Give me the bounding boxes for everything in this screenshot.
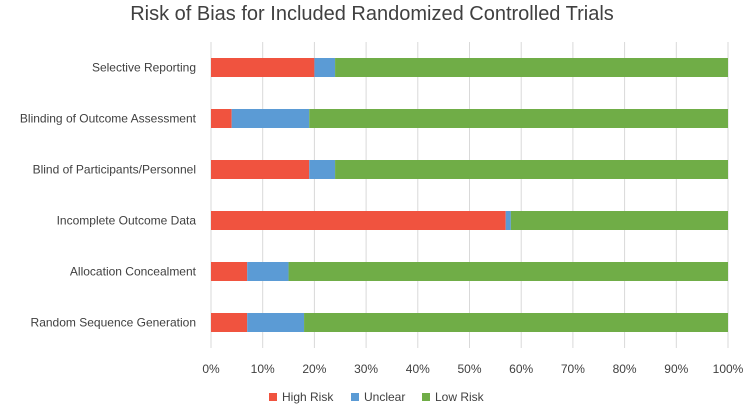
x-tick-label: 40% <box>406 362 430 376</box>
category-label: Selective Reporting <box>92 61 196 75</box>
category-label: Blinding of Outcome Assessment <box>20 112 197 126</box>
x-tick-label: 100% <box>713 362 744 376</box>
x-tick-label: 20% <box>302 362 326 376</box>
category-label: Random Sequence Generation <box>31 316 196 330</box>
bar-unclear <box>247 313 305 332</box>
bar-unclear <box>505 211 511 230</box>
bar-unclear <box>231 109 310 128</box>
bar-low-risk <box>288 262 728 281</box>
legend-label: Low Risk <box>435 390 485 404</box>
bar-unclear <box>314 58 336 77</box>
bar-low-risk <box>335 160 728 179</box>
x-tick-label: 60% <box>509 362 533 376</box>
bars <box>211 58 728 332</box>
x-tick-label: 80% <box>613 362 637 376</box>
bar-high-risk <box>211 313 248 332</box>
bar-high-risk <box>211 160 310 179</box>
category-label: Incomplete Outcome Data <box>57 214 197 228</box>
bar-unclear <box>247 262 289 281</box>
x-tick-label: 70% <box>561 362 585 376</box>
legend: High Risk Unclear Low Risk <box>269 390 485 404</box>
bar-high-risk <box>211 262 248 281</box>
bar-low-risk <box>335 58 728 77</box>
bar-high-risk <box>211 58 315 77</box>
bar-unclear <box>309 160 336 179</box>
category-labels: Selective Reporting Blinding of Outcome A… <box>20 61 197 330</box>
legend-label: High Risk <box>282 390 334 404</box>
bar-high-risk <box>211 211 506 230</box>
x-tick-label: 0% <box>202 362 220 376</box>
legend-label: Unclear <box>364 390 405 404</box>
legend-swatch <box>422 393 430 401</box>
gridlines <box>210 42 729 348</box>
x-tick-label: 30% <box>354 362 378 376</box>
legend-swatch <box>269 393 277 401</box>
bar-low-risk <box>309 109 728 128</box>
x-tick-label: 10% <box>251 362 275 376</box>
category-label: Blind of Participants/Personnel <box>33 163 196 177</box>
chart-title: Risk of Bias for Included Randomized Con… <box>130 3 614 25</box>
x-axis-ticks: 0% 10% 20% 30% 40% 50% 60% 70% 80% 90% 100% <box>202 362 743 376</box>
bar-low-risk <box>510 211 728 230</box>
bar-high-risk <box>211 109 232 128</box>
bar-low-risk <box>304 313 728 332</box>
x-tick-label: 90% <box>664 362 688 376</box>
x-tick-label: 50% <box>457 362 481 376</box>
legend-swatch <box>351 393 359 401</box>
category-label: Allocation Concealment <box>70 265 197 279</box>
